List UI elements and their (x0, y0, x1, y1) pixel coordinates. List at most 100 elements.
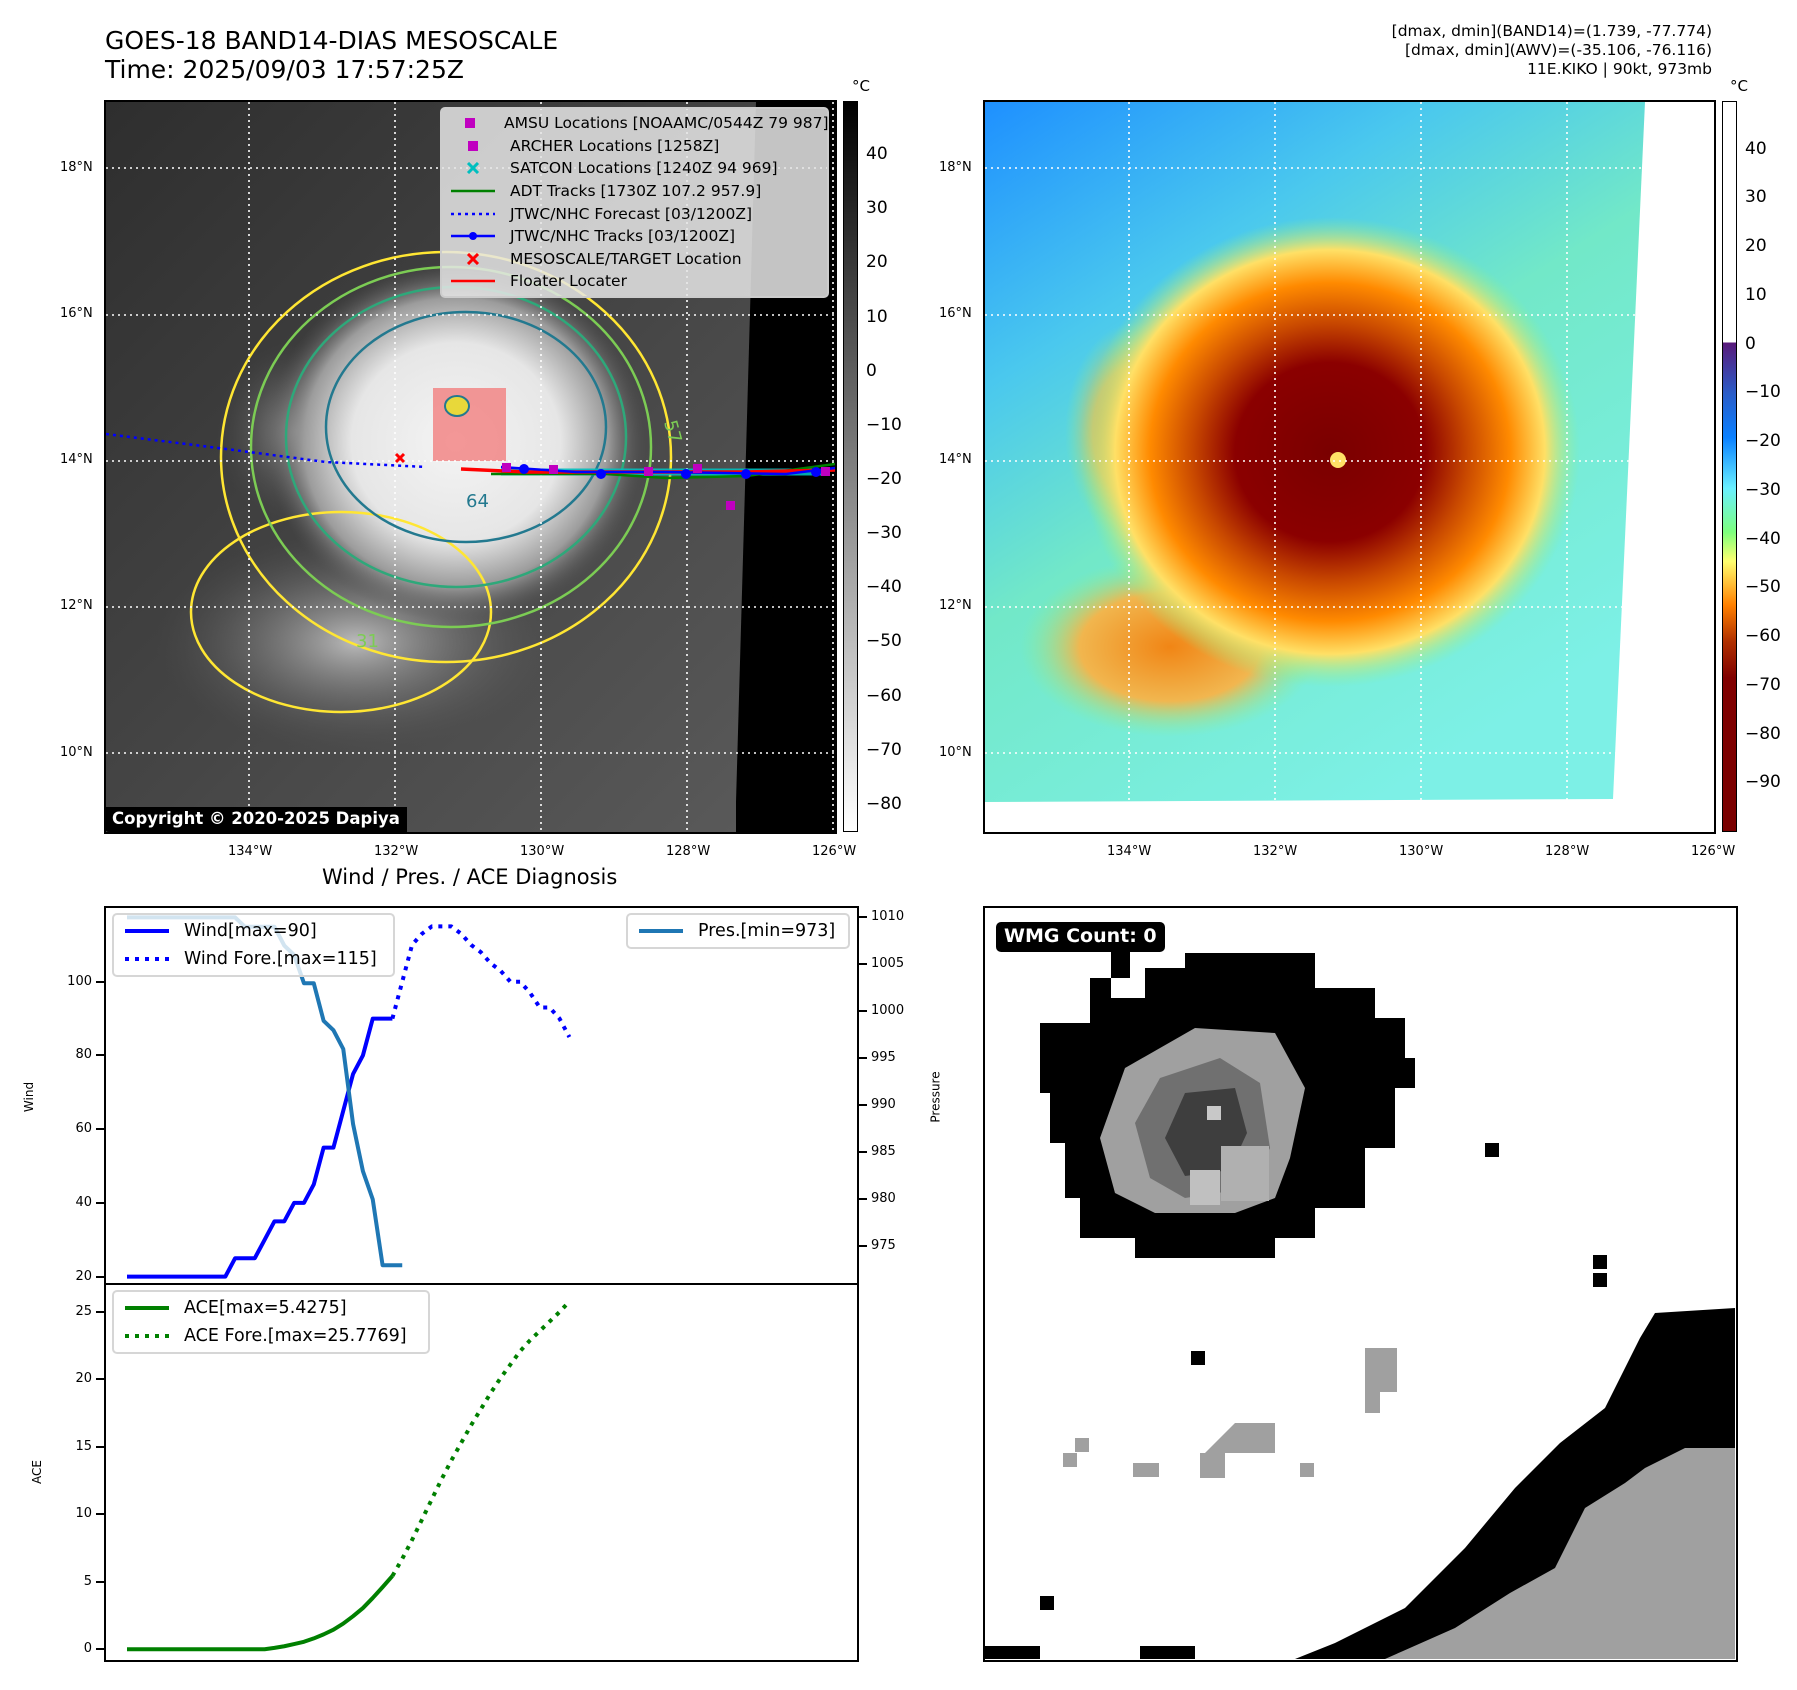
pressure-axis-label: Pressure (928, 1071, 943, 1123)
right-lat-tick-14n: 14°N (939, 452, 972, 467)
right-colorbar-tick: −20 (1745, 431, 1781, 452)
legend-line-icon (448, 188, 498, 194)
pressure-axis-tick-label: 980 (871, 1191, 896, 1207)
right-colorbar (1722, 101, 1737, 832)
left-colorbar-tick: −60 (866, 685, 902, 706)
ace-axis-tick-mark (96, 1513, 104, 1516)
pressure-axis-tick-label: 990 (871, 1097, 896, 1113)
wmg-panel[interactable] (983, 906, 1738, 1662)
track-bundle (460, 462, 835, 510)
info-storm-summary: 11E.KIKO | 90kt, 973mb (1527, 60, 1712, 78)
legend-x-icon (448, 162, 498, 175)
right-lon-tick-126w: 126°W (1691, 844, 1736, 859)
left-colorbar (843, 101, 858, 832)
right-awv-map[interactable] (983, 100, 1716, 834)
left-colorbar-unit: °C (852, 77, 870, 95)
ace-axis-tick-label: 5 (83, 1573, 92, 1589)
awv-storm (1080, 217, 1580, 687)
pressure-axis-tick-mark (859, 1245, 867, 1248)
map-legend-label: ARCHER Locations [1258Z] (510, 136, 720, 155)
lon-tick-130w: 130°W (520, 844, 565, 859)
right-colorbar-tick: −60 (1745, 626, 1781, 647)
wmg-canvas (985, 943, 1735, 1659)
ace-series-line-0 (127, 1574, 394, 1652)
ace-axis-tick-mark (96, 1580, 104, 1583)
ace-axis-tick-label: 0 (83, 1641, 92, 1657)
map-legend-label: JTWC/NHC Forecast [03/1200Z] (510, 204, 753, 223)
legend-pressure-label: Pres.[min=973] (698, 921, 836, 941)
right-colorbar-unit: °C (1730, 77, 1748, 95)
wind-axis-tick-label: 80 (75, 1047, 92, 1063)
awv-eye (1330, 452, 1346, 468)
wind-axis-tick-label: 60 (75, 1121, 92, 1137)
storm-eye (444, 395, 470, 417)
pressure-axis-tick-label: 1010 (871, 909, 905, 925)
right-map-canvas (985, 102, 1713, 831)
pressure-axis-tick-label: 975 (871, 1238, 896, 1254)
legend-wind-label: Wind[max=90] (184, 921, 317, 941)
left-colorbar-tick: −50 (866, 631, 902, 652)
ace-axis-tick-mark (96, 1445, 104, 1448)
contour-label-31: 31 (356, 631, 379, 652)
right-colorbar-tick: −70 (1745, 674, 1781, 695)
ace-chart-canvas (127, 1300, 571, 1652)
contour-label-64: 64 (466, 491, 489, 512)
lat-tick-10n: 10°N (60, 745, 93, 760)
legend-dotted-icon (448, 211, 498, 217)
wind-axis-tick-label: 40 (75, 1194, 92, 1210)
lat-tick-12n: 12°N (60, 598, 93, 613)
lat-tick-14n: 14°N (60, 452, 93, 467)
info-awv-range: [dmax, dmin](AWV)=(-35.106, -76.116) (1405, 41, 1712, 59)
ace-axis-tick-label: 15 (75, 1438, 92, 1454)
series-line-1 (390, 924, 572, 1038)
map-legend-item: Floater Locater (448, 270, 821, 293)
left-colorbar-tick: 20 (866, 252, 888, 273)
map-legend-label: Floater Locater (510, 272, 627, 291)
map-legend-item: MESOSCALE/TARGET Location (448, 248, 821, 271)
legend-x-icon (448, 252, 498, 265)
lon-tick-126w: 126°W (812, 844, 857, 859)
ace-axis-tick-label: 20 (75, 1371, 92, 1387)
pressure-axis-tick-label: 1005 (871, 956, 905, 972)
right-colorbar-tick: −10 (1745, 382, 1781, 403)
figure-title: GOES-18 BAND14-DIAS MESOSCALE Time: 2025/… (105, 26, 558, 84)
map-legend: AMSU Locations [NOAAMC/0544Z 79 987] ARCH… (440, 107, 829, 298)
wmg-count-badge: WMG Count: 0 (996, 922, 1165, 952)
right-colorbar-tick: −30 (1745, 479, 1781, 500)
ace-axis-tick-mark (96, 1648, 104, 1651)
series-line-0 (127, 1016, 393, 1279)
legend-line-dot-icon (448, 230, 498, 242)
pressure-axis-tick-mark (859, 1198, 867, 1201)
legend-line-icon (448, 278, 498, 284)
right-lat-tick-18n: 18°N (939, 160, 972, 175)
pressure-axis-tick-mark (859, 1104, 867, 1107)
right-colorbar-tick: −40 (1745, 528, 1781, 549)
lat-tick-18n: 18°N (60, 160, 93, 175)
wind-axis-tick-label: 20 (75, 1268, 92, 1284)
left-colorbar-tick: 10 (866, 306, 888, 327)
wind-axis-tick-mark (96, 1054, 104, 1057)
pressure-axis-tick-mark (859, 1057, 867, 1060)
legend-wind: Wind[max=90] (122, 917, 385, 945)
right-colorbar-tick: −50 (1745, 577, 1781, 598)
ace-axis-tick-label: 10 (75, 1506, 92, 1522)
title-line-2: Time: 2025/09/03 17:57:25Z (105, 55, 464, 84)
pressure-axis-tick-mark (859, 963, 867, 966)
map-legend-item: AMSU Locations [NOAAMC/0544Z 79 987] (448, 112, 829, 135)
pressure-axis-tick-label: 1000 (871, 1003, 905, 1019)
left-colorbar-tick: −70 (866, 739, 902, 760)
wind-axis-tick-mark (96, 980, 104, 983)
ace-legend: ACE[max=5.4275] ACE Fore.[max=25.7769] (112, 1290, 430, 1354)
left-colorbar-tick: −80 (866, 793, 902, 814)
left-colorbar-tick: −10 (866, 414, 902, 435)
right-colorbar-tick: 30 (1745, 187, 1767, 208)
ace-series-line-1 (390, 1300, 571, 1577)
right-lat-tick-16n: 16°N (939, 306, 972, 321)
left-colorbar-tick: 0 (866, 360, 877, 381)
right-lon-tick-134w: 134°W (1107, 844, 1152, 859)
legend-wind-forecast-label: Wind Fore.[max=115] (184, 949, 377, 969)
lon-tick-128w: 128°W (666, 844, 711, 859)
info-band14-range: [dmax, dmin](BAND14)=(1.739, -77.774) (1391, 22, 1712, 40)
right-lon-tick-132w: 132°W (1253, 844, 1298, 859)
right-map-gridlines (985, 102, 1713, 831)
